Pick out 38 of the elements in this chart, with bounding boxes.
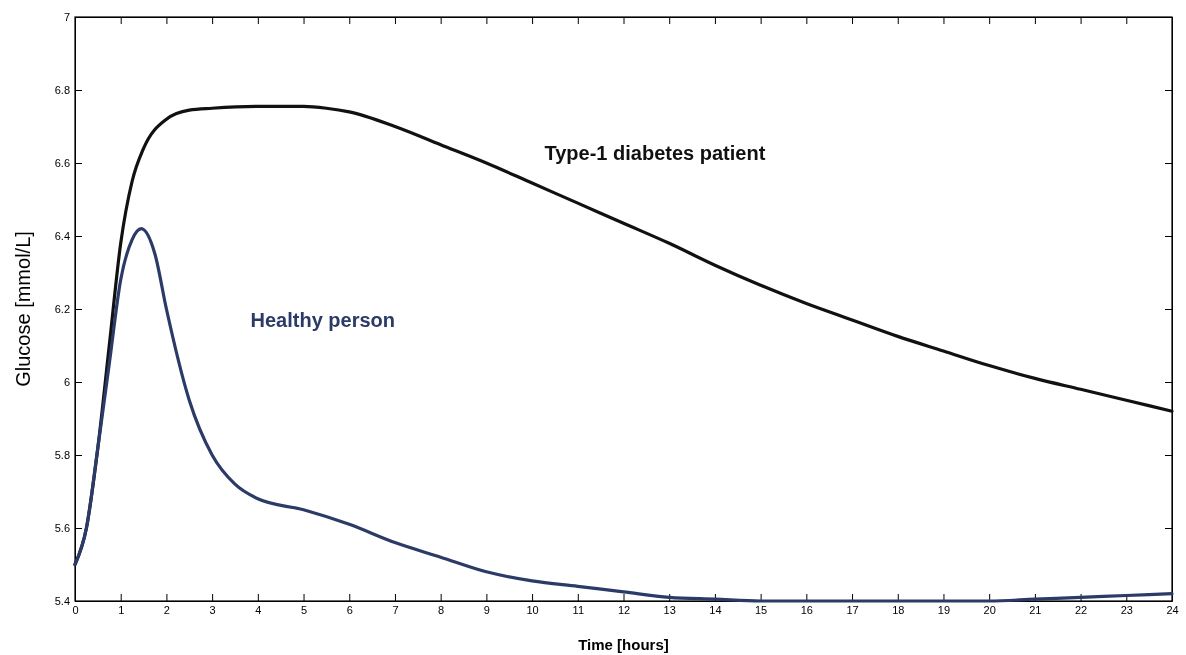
x-tick-label: 23 [1120, 603, 1133, 616]
x-tick-label: 22 [1074, 603, 1088, 616]
x-tick-label: 5 [300, 603, 308, 616]
x-tick-label: 24 [1166, 603, 1179, 616]
x-tick-label: 16 [800, 603, 813, 616]
y-tick-label: 6.6 [54, 157, 70, 170]
x-tick-label: 7 [392, 603, 399, 616]
x-tick-label: 9 [483, 603, 490, 616]
x-tick-label: 1 [118, 603, 125, 616]
y-tick-label: 5.6 [54, 522, 70, 535]
x-tick-label: 0 [72, 603, 79, 616]
x-tick-label: 2 [163, 603, 170, 616]
x-tick-label: 8 [438, 603, 445, 616]
x-tick-label: 10 [526, 603, 539, 616]
x-tick-label: 14 [709, 603, 722, 616]
x-tick-label: 11 [572, 603, 584, 616]
series-label: Type-1 diabetes patient [544, 142, 766, 165]
y-axis-title: Glucose [mmol/L] [12, 231, 34, 387]
x-tick-label: 12 [617, 603, 631, 616]
y-tick-label: 6 [63, 376, 70, 389]
x-tick-label: 19 [937, 603, 951, 616]
y-tick-label: 5.8 [54, 449, 70, 462]
x-tick-label: 3 [209, 603, 216, 616]
x-tick-label: 15 [755, 603, 768, 616]
x-tick-label: 17 [846, 603, 859, 616]
text: Healthy person [250, 308, 395, 331]
x-tick-label: 4 [255, 603, 262, 616]
x-tick-label: 13 [663, 603, 676, 616]
y-tick-label: 6.4 [54, 230, 70, 243]
y-tick-label: 7 [63, 11, 70, 24]
x-axis-title: Time [hours] [578, 636, 669, 653]
y-tick-label: 6.2 [54, 303, 70, 316]
x-tick-label: 6 [346, 603, 353, 616]
y-tick-label: 6.8 [54, 84, 70, 97]
x-tick-label: 21 [1029, 603, 1042, 616]
x-tick-label: 18 [892, 603, 905, 616]
y-tick-label: 5.4 [54, 595, 70, 608]
x-tick-label: 20 [983, 603, 996, 616]
